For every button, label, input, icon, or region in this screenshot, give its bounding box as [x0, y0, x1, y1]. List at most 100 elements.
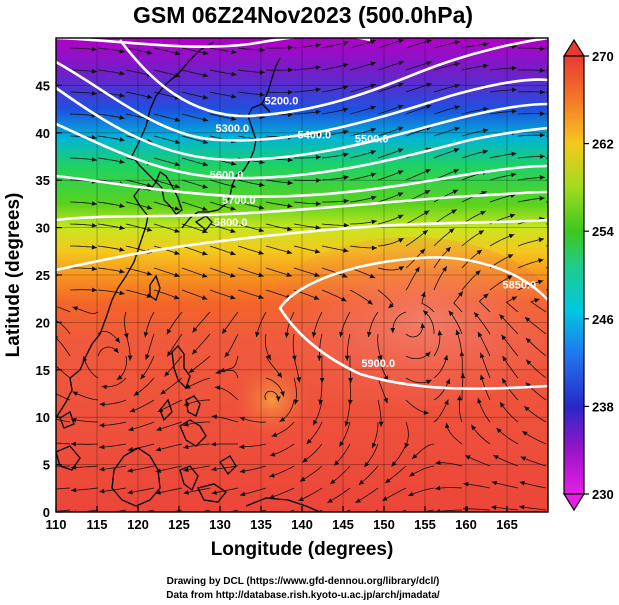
streamline-arrow — [454, 83, 460, 89]
streamline-arrow — [167, 351, 172, 357]
streamline-arrow — [91, 135, 97, 140]
streamline-arrow — [460, 373, 466, 379]
streamline-arrow — [474, 312, 480, 318]
streamline-arrow — [258, 272, 264, 278]
streamline-arrow — [287, 89, 293, 95]
streamline-arrow — [91, 46, 97, 52]
streamline-arrow — [156, 512, 161, 517]
streamline-arrow — [315, 87, 321, 93]
streamline-arrow — [211, 466, 217, 472]
streamline-arrow — [511, 65, 517, 71]
streamline-arrow — [287, 180, 293, 186]
streamline-arrow — [174, 228, 180, 233]
streamline-arrow — [508, 233, 515, 239]
streamline-arrow — [259, 182, 265, 187]
streamline-arrow — [348, 377, 353, 383]
streamline-arrow — [222, 328, 227, 334]
streamline-arrow — [343, 129, 349, 135]
streamline-arrow — [398, 82, 404, 88]
streamline-arrow — [342, 85, 349, 90]
streamline-arrow — [298, 496, 304, 501]
streamline-arrow — [426, 379, 432, 385]
streamline-arrow — [525, 338, 532, 344]
streamline-arrow — [146, 227, 153, 232]
streamline-arrow — [397, 148, 404, 153]
streamline-arrow — [99, 422, 105, 428]
streamline-arrow — [408, 512, 414, 517]
credit-drawing: Drawing by DCL (https://www.gfd-dennou.o… — [167, 576, 440, 587]
streamline-arrow — [482, 149, 488, 155]
streamline-arrow — [145, 354, 150, 360]
streamline-arrow — [231, 49, 237, 55]
streamline-arrow — [258, 250, 264, 255]
streamline-arrow — [183, 490, 189, 495]
contour-label: 5500.0 — [355, 133, 389, 145]
streamline-arrow — [383, 397, 388, 404]
wind-streamlines — [43, 39, 548, 522]
streamline-arrow — [454, 40, 461, 45]
streamline-arrow — [443, 355, 449, 361]
streamline-arrow — [202, 161, 208, 167]
streamline-arrow — [534, 298, 540, 303]
streamline-arrow — [202, 250, 208, 256]
streamline-arrow — [442, 266, 447, 272]
streamline-arrow — [423, 210, 430, 216]
streamline-arrow — [378, 421, 384, 427]
streamline-arrow — [314, 272, 320, 277]
streamline-arrow — [315, 65, 321, 70]
streamline-arrow — [91, 223, 97, 228]
streamline-arrow — [202, 72, 209, 78]
streamline-arrow — [366, 331, 372, 337]
colorbar-tick-label: 230 — [592, 487, 614, 502]
contour-label: 5200.0 — [265, 96, 299, 108]
colorbar-scale — [563, 55, 585, 495]
streamline-arrow — [398, 266, 405, 271]
streamline-arrow — [426, 104, 432, 110]
y-tick-label: 20 — [36, 315, 50, 330]
streamline-arrow — [370, 83, 376, 89]
streamline-arrow — [326, 518, 332, 522]
streamline-arrow — [231, 93, 237, 99]
streamline-arrow — [370, 172, 377, 178]
streamline-arrow — [315, 43, 321, 48]
streamline-arrow — [91, 244, 97, 250]
streamline-arrow — [425, 351, 431, 357]
streamline-arrow — [449, 228, 455, 234]
streamline-arrow — [43, 487, 48, 492]
streamline-arrow — [364, 461, 370, 468]
x-tick-label: 165 — [496, 517, 518, 532]
streamline-arrow — [520, 456, 527, 461]
streamline-arrow — [343, 175, 349, 180]
contour-label: 5900.0 — [361, 358, 395, 370]
streamline — [141, 509, 155, 512]
streamline-arrow — [341, 296, 347, 302]
streamline-arrow — [119, 268, 125, 274]
streamline — [56, 418, 71, 423]
streamline-arrow — [409, 471, 415, 477]
streamline-arrow — [146, 271, 153, 276]
streamline-arrow — [385, 478, 391, 484]
streamline-arrow — [119, 48, 125, 54]
contour-labels: 5200.0 5300.0 5400.0 5500.0 5600.0 5700.0 5800… — [210, 96, 536, 371]
x-tick-label: 130 — [209, 517, 231, 532]
streamline-arrow — [499, 314, 505, 320]
streamline-arrow — [423, 410, 429, 415]
streamline — [421, 509, 435, 512]
streamline-arrow — [155, 490, 161, 495]
streamline-arrow — [437, 330, 443, 336]
contour-label: 5850.0 — [502, 279, 536, 291]
streamline-arrow — [315, 178, 321, 183]
streamline-arrow — [230, 294, 236, 300]
colorbar-max-arrow — [562, 38, 586, 57]
streamline-arrow — [398, 126, 404, 132]
streamline-arrow — [526, 359, 532, 365]
streamline-arrow — [358, 479, 365, 485]
streamline-arrow — [426, 39, 432, 44]
streamline-arrow — [511, 109, 517, 114]
streamline-arrow — [478, 230, 484, 235]
streamline-arrow — [231, 71, 237, 77]
x-tick-label: 135 — [250, 517, 272, 532]
streamline-arrow — [491, 505, 497, 510]
streamline-arrow — [426, 61, 432, 66]
